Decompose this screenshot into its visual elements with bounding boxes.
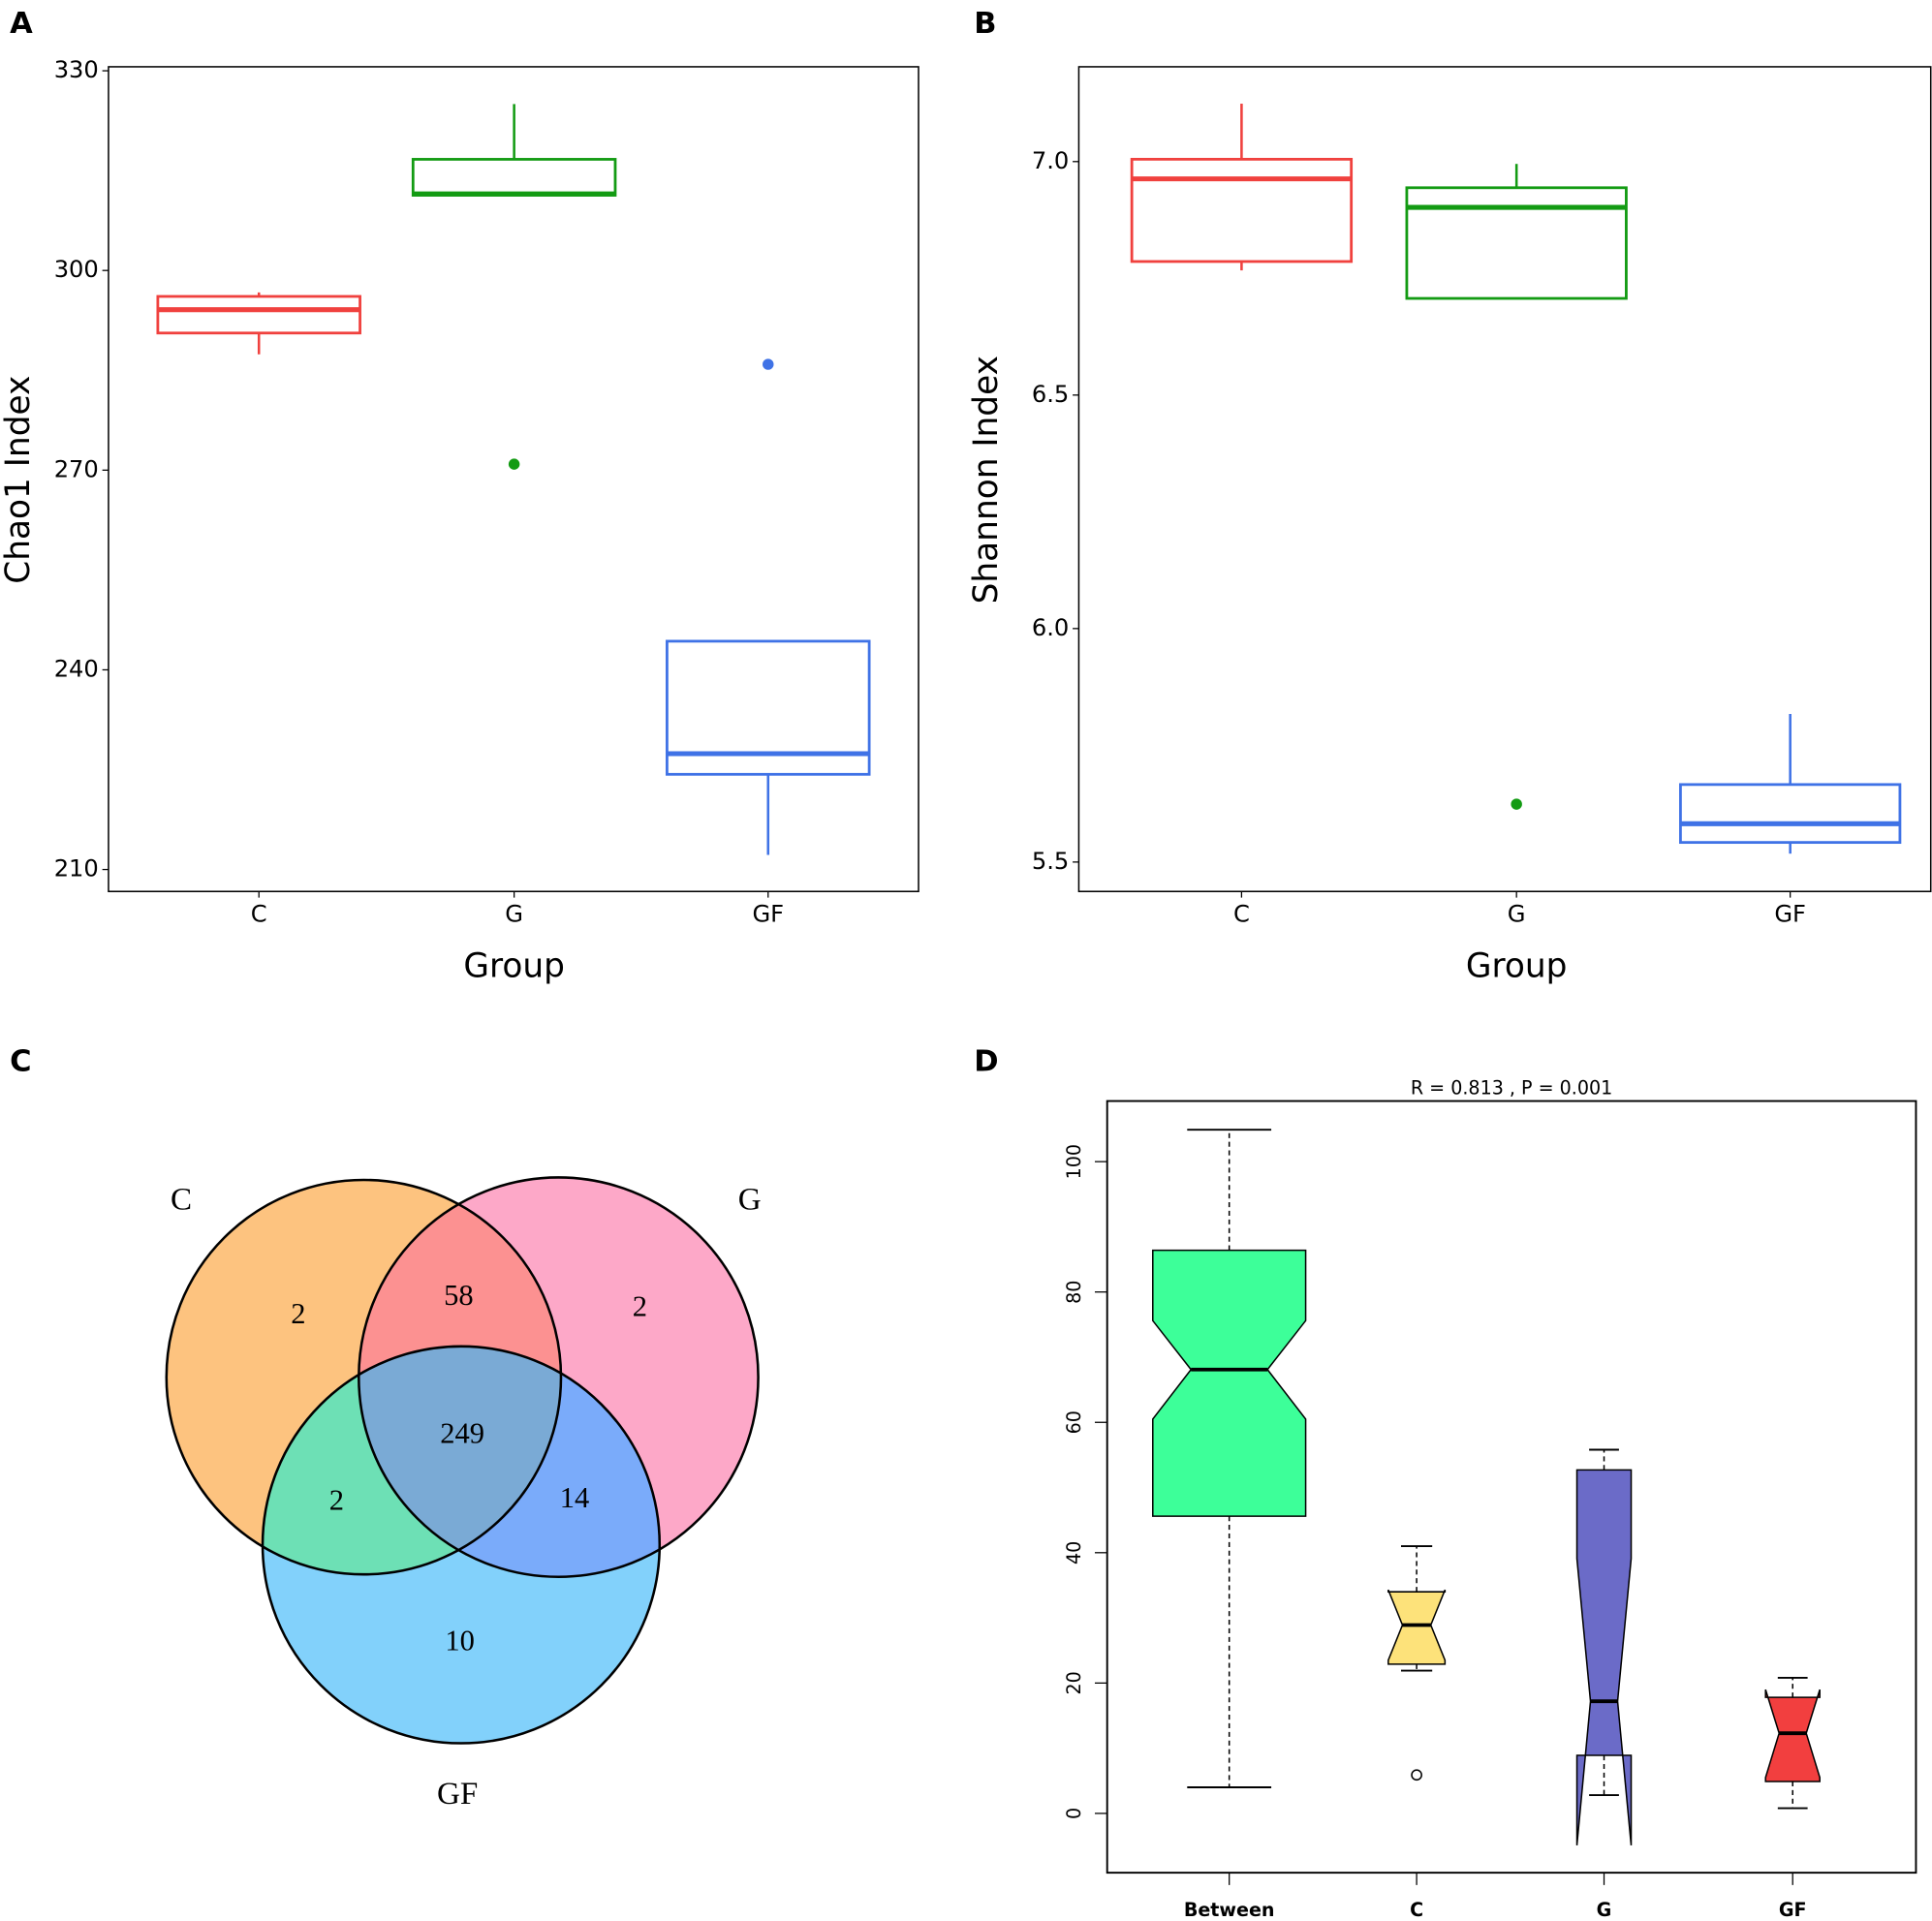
venn-outline — [358, 1176, 760, 1579]
box — [1679, 783, 1902, 845]
y-tick-label: 20 — [1064, 1671, 1085, 1694]
y-tick-label: 5.5 — [1032, 848, 1069, 875]
x-axis-label: Group — [1466, 947, 1568, 986]
venn-count: 10 — [445, 1624, 475, 1657]
y-axis-label: Chao1 Index — [0, 376, 38, 584]
x-tick-label: G — [1597, 1900, 1612, 1921]
plot-frame — [108, 66, 919, 893]
y-axis-label: Shannon Index — [967, 356, 1006, 604]
x-tick-label: Between — [1184, 1900, 1275, 1921]
y-tick-label: 0 — [1064, 1808, 1085, 1819]
box — [156, 294, 361, 335]
venn-count: 14 — [560, 1481, 590, 1514]
box — [666, 639, 871, 776]
box — [411, 158, 617, 197]
venn-outline — [261, 1345, 662, 1745]
y-tick-label: 6.0 — [1032, 614, 1069, 641]
x-tick-label: C — [251, 900, 267, 927]
panel-label: C — [10, 1045, 31, 1079]
x-tick-label: GF — [752, 900, 784, 927]
venn-label: G — [738, 1183, 762, 1218]
chart-title: R = 0.813 , P = 0.001 — [1411, 1077, 1612, 1099]
y-tick-label: 100 — [1064, 1144, 1085, 1179]
y-tick-label: 300 — [54, 256, 99, 283]
y-tick-label: 60 — [1064, 1410, 1085, 1434]
venn-diagram: C G GF 2 2 10 58 2 14 249 — [165, 1176, 762, 1812]
notched-box — [1387, 1589, 1447, 1665]
venn-outline — [165, 1178, 563, 1576]
venn-count: 2 — [291, 1297, 305, 1330]
y-tick-label: 330 — [54, 56, 99, 83]
plot-frame — [1077, 66, 1932, 893]
panel-label: D — [974, 1045, 998, 1079]
y-tick-label: 270 — [54, 455, 99, 482]
notched-box — [1575, 1469, 1633, 1845]
venn-count: 249 — [440, 1417, 484, 1450]
panel-label: B — [974, 7, 996, 41]
venn-count: 2 — [633, 1290, 647, 1323]
y-tick-label: 6.5 — [1032, 381, 1069, 408]
box — [1130, 157, 1354, 263]
x-tick-label: GF — [1774, 900, 1806, 927]
x-tick-label: G — [1508, 900, 1526, 927]
box — [1405, 186, 1628, 300]
venn-count: 2 — [329, 1483, 344, 1516]
x-tick-label: C — [1233, 900, 1250, 927]
notched-box — [1764, 1689, 1821, 1782]
outlier — [1511, 798, 1522, 810]
outlier — [508, 458, 520, 470]
venn-label: C — [171, 1183, 192, 1218]
notched-box — [1152, 1249, 1307, 1517]
x-tick-label: GF — [1779, 1900, 1807, 1921]
x-axis-label: Group — [463, 947, 565, 986]
y-tick-label: 210 — [54, 855, 99, 883]
outlier — [1411, 1769, 1422, 1782]
x-tick-label: G — [505, 900, 523, 927]
venn-count: 58 — [444, 1279, 474, 1312]
panel-label: A — [10, 7, 33, 41]
y-tick-label: 240 — [54, 655, 99, 682]
y-tick-label: 40 — [1064, 1541, 1085, 1565]
y-tick-label: 80 — [1064, 1281, 1085, 1304]
venn-label: GF — [437, 1777, 478, 1812]
x-tick-label: C — [1410, 1900, 1423, 1921]
y-tick-label: 7.0 — [1032, 147, 1069, 174]
outlier — [763, 358, 774, 370]
plot-frame — [1106, 1100, 1917, 1875]
